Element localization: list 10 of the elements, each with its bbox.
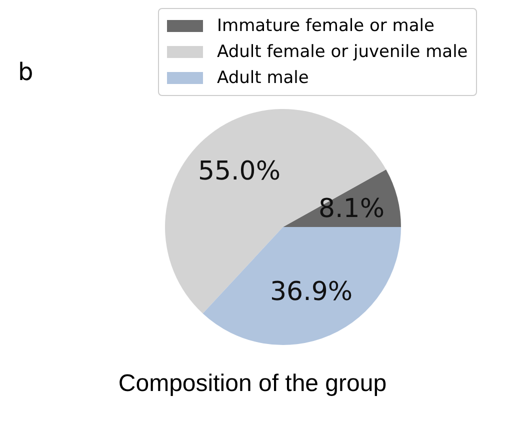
data-label: 8.1% (318, 194, 385, 224)
legend-label: Adult female or juvenile male (217, 42, 468, 62)
pie-slice (165, 109, 386, 314)
text: b (18, 58, 34, 86)
data-label: 55.0% (198, 156, 281, 186)
legend-label: Immature female or male (217, 16, 434, 36)
text: Composition of the group (117, 370, 388, 398)
data-label: 36.9% (270, 276, 353, 307)
pie-slice (202, 227, 401, 345)
legend-label: Adult male (217, 68, 309, 88)
